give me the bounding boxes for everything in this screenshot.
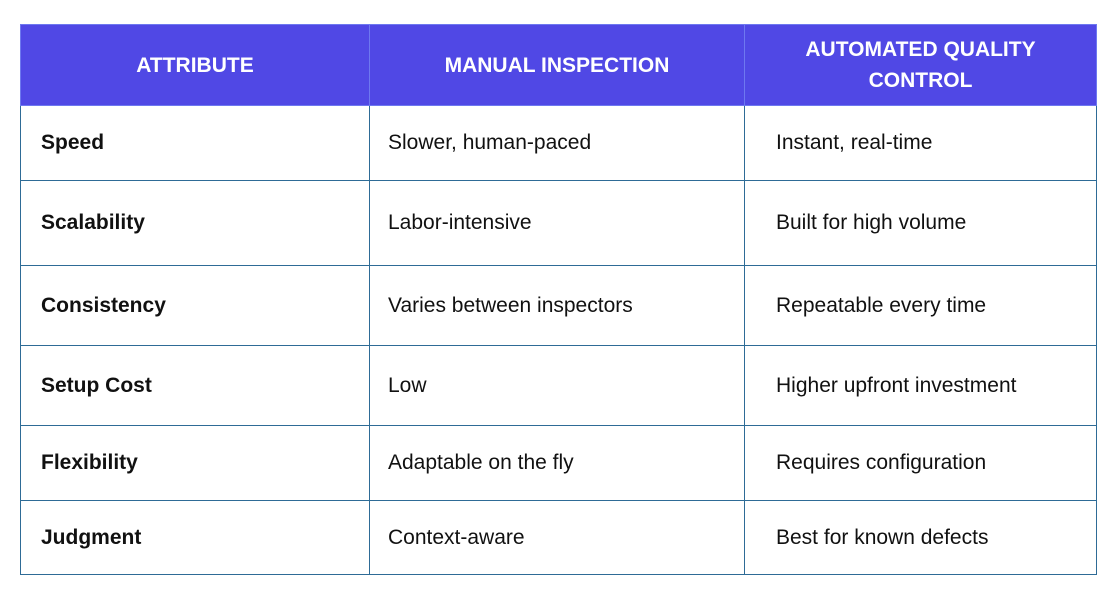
table-row: Scalability Labor-intensive Built for high… bbox=[20, 180, 1097, 266]
automated-qc-cell: Best for known defects bbox=[744, 500, 1097, 575]
automated-qc-cell: Built for high volume bbox=[744, 180, 1097, 266]
attribute-cell: Speed bbox=[20, 105, 370, 181]
automated-qc-cell: Repeatable every time bbox=[744, 265, 1097, 346]
automated-qc-cell: Requires configuration bbox=[744, 425, 1097, 501]
table-row: Consistency Varies between inspectors Repe… bbox=[20, 265, 1097, 346]
attribute-cell: Setup Cost bbox=[20, 345, 370, 426]
attribute-cell: Scalability bbox=[20, 180, 370, 266]
table-row: Flexibility Adaptable on the fly Requires … bbox=[20, 425, 1097, 501]
attribute-cell: Judgment bbox=[20, 500, 370, 575]
attribute-cell: Consistency bbox=[20, 265, 370, 346]
table-row: Setup Cost Low Higher upfront investment bbox=[20, 345, 1097, 426]
automated-qc-cell: Instant, real-time bbox=[744, 105, 1097, 181]
manual-inspection-cell: Slower, human-paced bbox=[369, 105, 745, 181]
comparison-table: ATTRIBUTE MANUAL INSPECTION AUTOMATED QU… bbox=[20, 24, 1097, 575]
manual-inspection-cell: Context-aware bbox=[369, 500, 745, 575]
header-attribute: ATTRIBUTE bbox=[20, 24, 370, 106]
attribute-cell: Flexibility bbox=[20, 425, 370, 501]
automated-qc-cell: Higher upfront investment bbox=[744, 345, 1097, 426]
manual-inspection-cell: Varies between inspectors bbox=[369, 265, 745, 346]
manual-inspection-cell: Low bbox=[369, 345, 745, 426]
header-manual-inspection: MANUAL INSPECTION bbox=[369, 24, 745, 106]
manual-inspection-cell: Labor-intensive bbox=[369, 180, 745, 266]
header-automated-qc: AUTOMATED QUALITY CONTROL bbox=[744, 24, 1097, 106]
manual-inspection-cell: Adaptable on the fly bbox=[369, 425, 745, 501]
table-row: Speed Slower, human-paced Instant, real-ti… bbox=[20, 105, 1097, 181]
table-row: Judgment Context-aware Best for known defe… bbox=[20, 500, 1097, 575]
header-row: ATTRIBUTE MANUAL INSPECTION AUTOMATED QU… bbox=[20, 24, 1097, 106]
